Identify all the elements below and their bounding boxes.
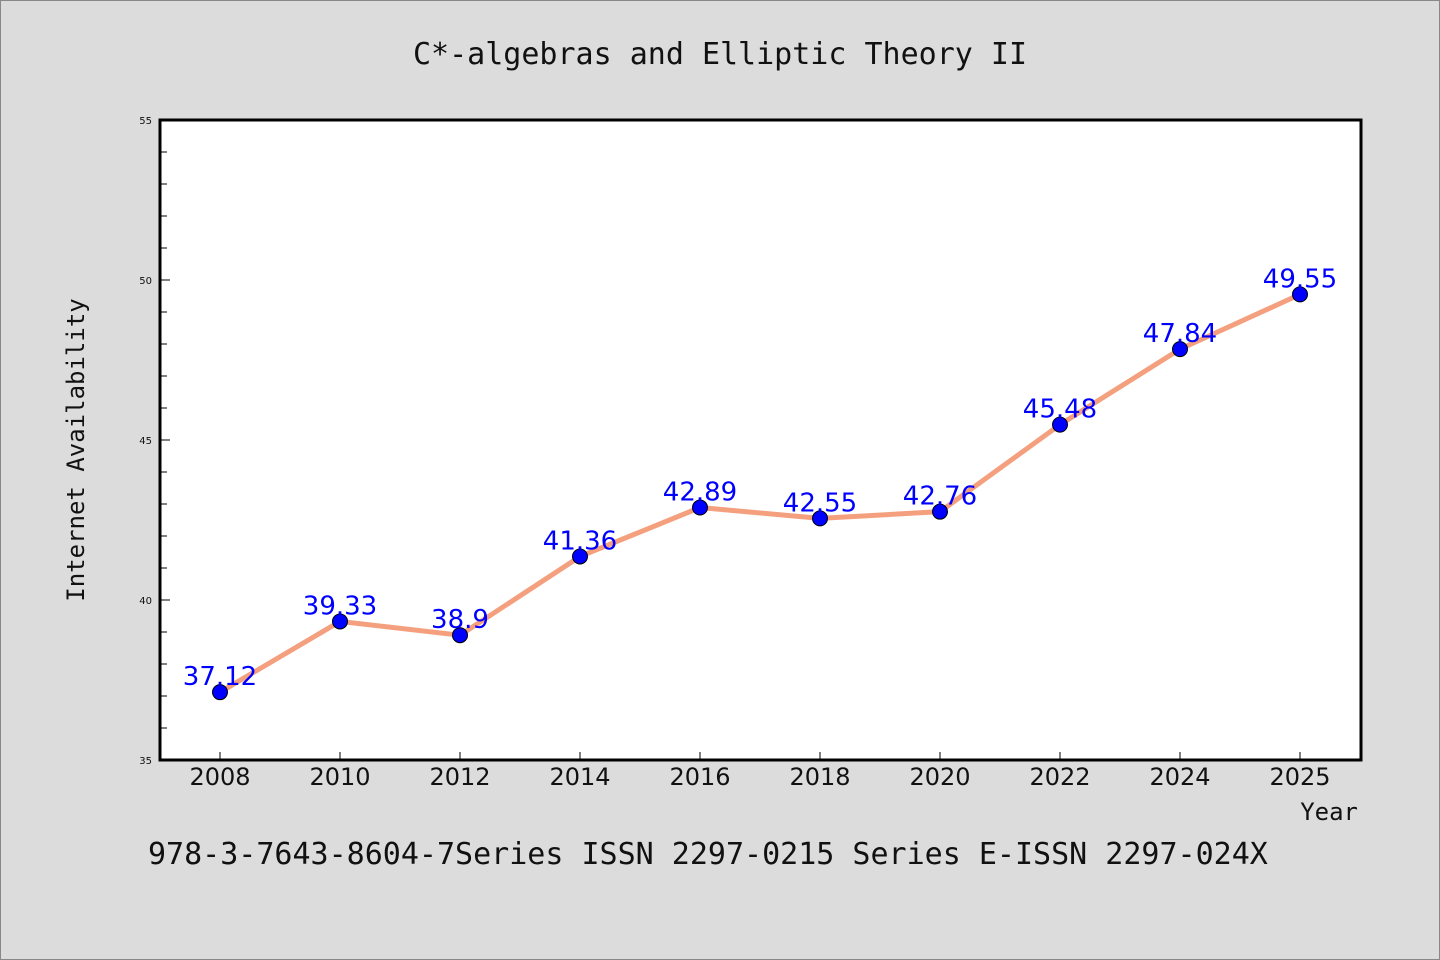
data-label: 49.55 bbox=[1263, 264, 1337, 294]
x-tick-label: 2025 bbox=[1269, 763, 1330, 791]
x-axis-ticks: 2008 2010 2012 2014 2016 2018 2020 2022 2024 2025 bbox=[189, 752, 1331, 791]
data-point bbox=[332, 613, 348, 630]
series-layer: 37.12 39.33 38.9 41.36 42.89 42.55 42.76 45.48 4… bbox=[183, 264, 1337, 701]
y-tick-label: 45 bbox=[139, 436, 152, 447]
series-line bbox=[217, 291, 1303, 695]
data-point bbox=[692, 499, 708, 516]
data-label: 39.33 bbox=[303, 591, 377, 621]
data-point bbox=[452, 627, 468, 644]
data-label: 42.76 bbox=[903, 482, 977, 512]
y-axis-label: Internet Availability bbox=[62, 298, 90, 601]
data-point bbox=[572, 548, 588, 565]
y-tick-label: 55 bbox=[139, 116, 152, 127]
data-point bbox=[932, 503, 948, 520]
x-axis-label: Year bbox=[1300, 798, 1358, 826]
x-tick-label: 2024 bbox=[1149, 763, 1210, 791]
y-axis-ticks: 35 40 45 50 55 bbox=[139, 116, 170, 767]
y-tick-label: 35 bbox=[139, 756, 152, 767]
data-point bbox=[1292, 286, 1308, 303]
x-tick-label: 2010 bbox=[309, 763, 370, 791]
data-point bbox=[1172, 341, 1188, 358]
y-tick-label: 50 bbox=[139, 276, 152, 287]
data-label: 38.9 bbox=[431, 605, 489, 635]
x-tick-label: 2014 bbox=[549, 763, 610, 791]
x-tick-label: 2008 bbox=[189, 763, 250, 791]
data-point bbox=[1052, 416, 1068, 433]
plot-area bbox=[158, 118, 1363, 762]
data-label: 41.36 bbox=[543, 526, 617, 556]
x-tick-label: 2018 bbox=[789, 763, 850, 791]
y-tick-label: 40 bbox=[139, 596, 152, 607]
data-label: 37.12 bbox=[183, 662, 257, 692]
data-point bbox=[212, 684, 228, 701]
data-label: 42.55 bbox=[783, 488, 857, 518]
data-label: 45.48 bbox=[1023, 395, 1097, 425]
data-point bbox=[812, 510, 828, 527]
chart-title: C*-algebras and Elliptic Theory II bbox=[413, 37, 1027, 72]
data-label: 42.89 bbox=[663, 478, 737, 508]
x-tick-label: 2012 bbox=[429, 763, 490, 791]
x-tick-label: 2022 bbox=[1029, 763, 1090, 791]
data-label: 47.84 bbox=[1143, 319, 1217, 349]
footer-text: 978-3-7643-8604-7Series ISSN 2297-0215 S… bbox=[148, 837, 1268, 872]
x-tick-label: 2020 bbox=[909, 763, 970, 791]
x-tick-label: 2016 bbox=[669, 763, 730, 791]
